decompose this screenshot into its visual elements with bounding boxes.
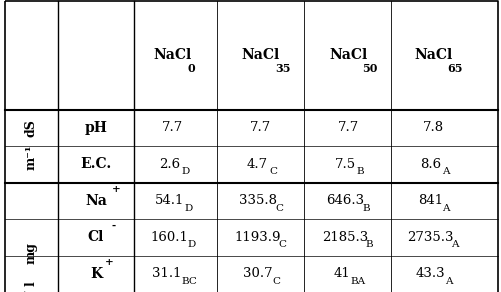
Text: 1193.9: 1193.9 xyxy=(234,231,281,244)
Text: m⁻¹: m⁻¹ xyxy=(25,145,38,170)
Text: NaCl: NaCl xyxy=(414,48,452,62)
Text: B: B xyxy=(363,204,370,213)
Text: C: C xyxy=(269,167,277,176)
Text: 4.7: 4.7 xyxy=(247,158,268,171)
Text: A: A xyxy=(445,277,452,286)
Text: 31.1: 31.1 xyxy=(152,267,181,280)
Text: A: A xyxy=(442,204,449,213)
Text: NaCl: NaCl xyxy=(241,48,280,62)
Text: 7.7: 7.7 xyxy=(162,121,183,134)
Text: C: C xyxy=(272,277,280,286)
Text: D: D xyxy=(187,240,195,249)
Text: B: B xyxy=(357,167,364,176)
Text: 7.7: 7.7 xyxy=(338,121,359,134)
Text: Cl: Cl xyxy=(88,230,104,244)
Text: Na: Na xyxy=(85,194,107,208)
Text: pH: pH xyxy=(85,121,107,135)
Text: 8.6: 8.6 xyxy=(420,158,441,171)
Text: 35: 35 xyxy=(275,63,290,74)
Text: C: C xyxy=(275,204,283,213)
Text: D: D xyxy=(184,204,192,213)
Text: K: K xyxy=(90,267,102,281)
Text: E.C.: E.C. xyxy=(80,157,112,171)
Text: D: D xyxy=(181,167,189,176)
Text: BA: BA xyxy=(351,277,366,286)
Text: 65: 65 xyxy=(448,63,463,74)
Text: 30.7: 30.7 xyxy=(242,267,273,280)
Text: mg: mg xyxy=(25,242,38,264)
Text: +: + xyxy=(105,258,114,267)
Text: 7.5: 7.5 xyxy=(335,158,356,171)
Text: 160.1: 160.1 xyxy=(151,231,189,244)
Text: +: + xyxy=(111,185,120,194)
Text: 43.3: 43.3 xyxy=(415,267,445,280)
Text: NaCl: NaCl xyxy=(154,48,192,62)
Text: 2185.3: 2185.3 xyxy=(322,231,368,244)
Text: A: A xyxy=(442,167,449,176)
Text: 646.3: 646.3 xyxy=(326,194,364,207)
Text: 7.7: 7.7 xyxy=(250,121,271,134)
Text: 41: 41 xyxy=(334,267,351,280)
Text: 54.1: 54.1 xyxy=(155,194,184,207)
Text: / l: / l xyxy=(25,281,38,292)
Text: BC: BC xyxy=(181,277,197,286)
Text: A: A xyxy=(451,240,458,249)
Text: 50: 50 xyxy=(363,63,378,74)
Text: NaCl: NaCl xyxy=(329,48,367,62)
Text: -: - xyxy=(111,221,116,230)
Text: 7.8: 7.8 xyxy=(423,121,444,134)
Text: 2.6: 2.6 xyxy=(159,158,180,171)
Text: dS: dS xyxy=(25,119,38,138)
Text: 0: 0 xyxy=(187,63,195,74)
Text: 841: 841 xyxy=(418,194,443,207)
Text: C: C xyxy=(278,240,286,249)
Text: B: B xyxy=(366,240,373,249)
Text: 2735.3: 2735.3 xyxy=(407,231,453,244)
Text: 335.8: 335.8 xyxy=(238,194,277,207)
